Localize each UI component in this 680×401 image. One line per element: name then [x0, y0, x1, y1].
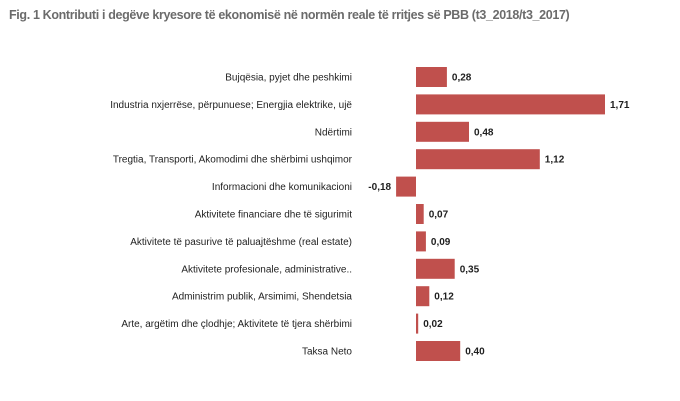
category-label: Aktivitete të pasurive të paluajtëshme (… [130, 237, 352, 248]
value-label: 0,40 [465, 347, 485, 358]
bars-layer [396, 67, 605, 361]
category-label: Industria nxjerrëse, përpunuese; Energji… [110, 100, 352, 111]
category-label: Ndërtimi [315, 127, 352, 138]
category-label: Arte, argëtim dhe çlodhje; Aktivitete të… [121, 319, 352, 330]
value-label: 0,12 [434, 292, 454, 303]
value-labels: 0,28 1,71 0,48 1,12 -0,18 0,07 0,09 0,35 0,12 0,0… [368, 73, 630, 358]
category-labels: Bujqësia, pyjet dhe peshkimi Industria nx… [110, 73, 352, 358]
category-label: Aktivitete financiare dhe të sigurimit [195, 210, 353, 221]
bar [416, 149, 540, 170]
bar [416, 94, 605, 115]
bar [416, 121, 469, 142]
bar [416, 313, 419, 334]
category-label: Tregtia, Transporti, Akomodimi dhe shërb… [113, 155, 353, 166]
category-label: Bujqësia, pyjet dhe peshkimi [225, 73, 352, 84]
value-label: 1,71 [610, 100, 630, 111]
category-label: Administrim publik, Arsimimi, Shendetsia [172, 292, 352, 303]
category-label: Informacioni dhe komunikacioni [212, 182, 352, 193]
value-label: 1,12 [545, 155, 565, 166]
value-label: -0,18 [368, 182, 391, 193]
bar [396, 176, 416, 197]
bar [416, 204, 424, 224]
value-label: 0,07 [429, 210, 449, 221]
category-label: Taksa Neto [302, 347, 352, 358]
category-label: Aktivitete profesionale, administrative.… [181, 264, 352, 275]
bar [416, 231, 426, 252]
value-label: 0,02 [423, 319, 443, 330]
value-label: 0,48 [474, 127, 494, 138]
bar [416, 286, 430, 307]
bar [416, 341, 461, 361]
value-label: 0,28 [452, 73, 472, 84]
value-label: 0,35 [460, 264, 480, 275]
chart-title: Fig. 1 Kontributi i degëve kryesore të e… [9, 8, 570, 22]
value-label: 0,09 [431, 237, 451, 248]
bar [416, 258, 455, 279]
bar [416, 67, 447, 87]
